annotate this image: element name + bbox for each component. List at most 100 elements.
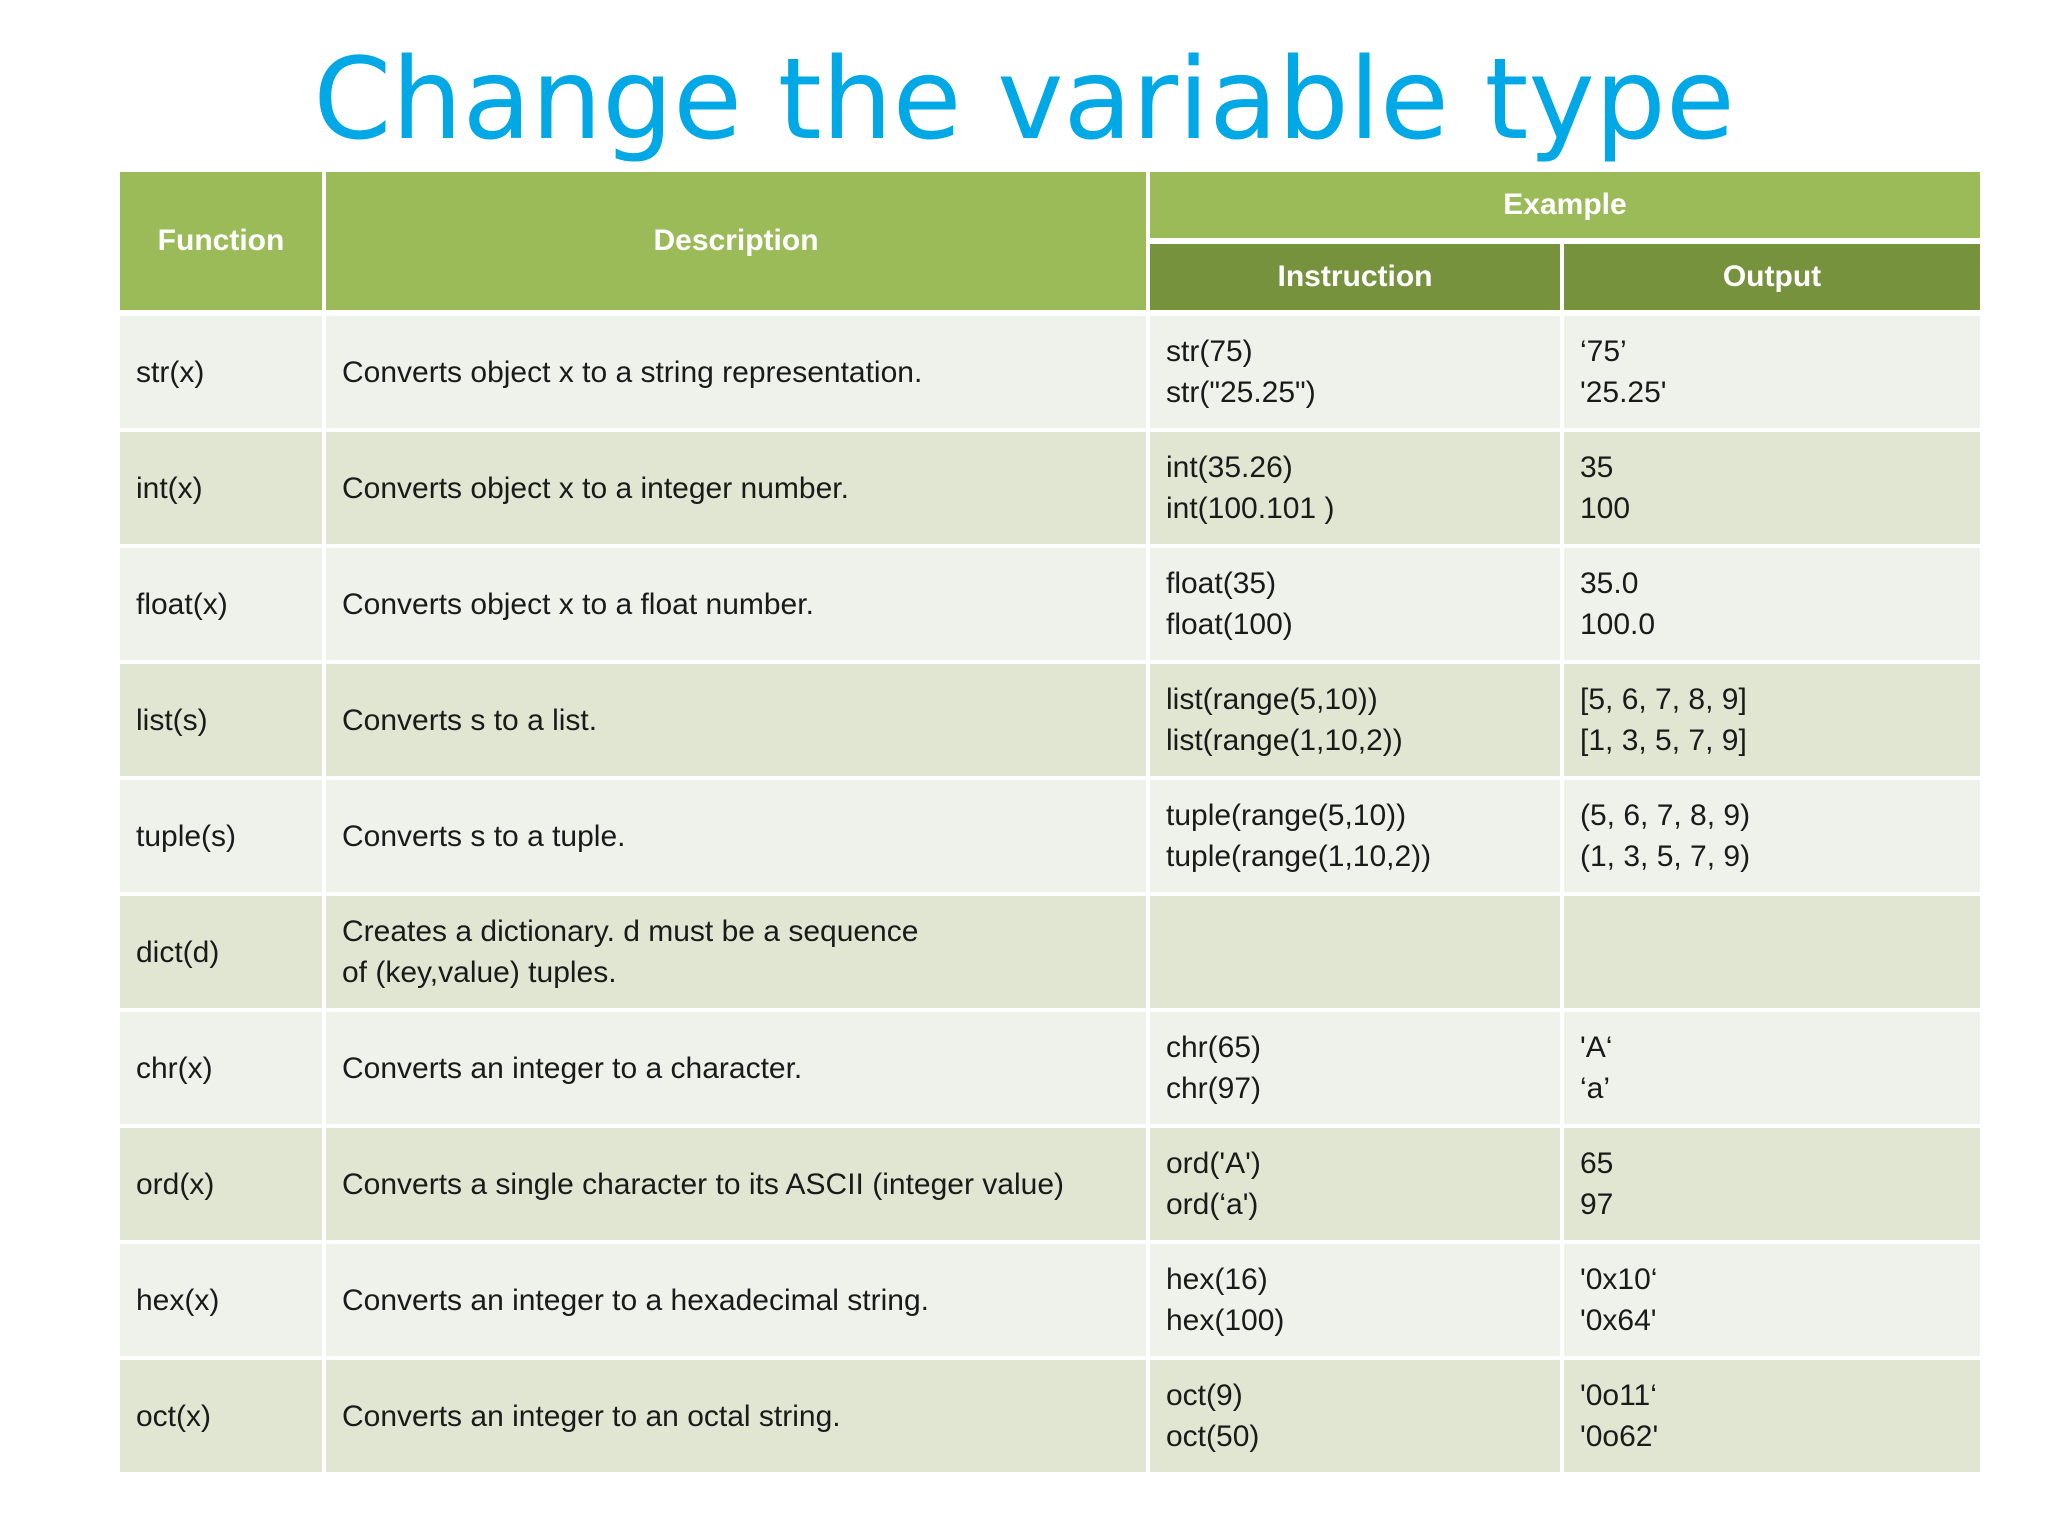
description-line: Converts s to a tuple. [342,819,626,853]
description-cell: Converts s to a tuple. [326,780,1150,896]
function-cell: dict(d) [120,896,326,1012]
table-row: chr(x) Converts an integer to a character… [120,1012,1980,1128]
function-cell: list(s) [120,664,326,780]
instruction-line: tuple(range(1,10,2)) [1166,840,1432,873]
description-line: Creates a dictionary. d must be a sequen… [342,915,919,948]
instruction-cell: chr(65) chr(97) [1150,1012,1564,1128]
function-cell: float(x) [120,548,326,664]
output-line: ‘75’ [1580,335,1627,368]
description-cell: Converts an integer to a character. [326,1012,1150,1128]
table-body: str(x) Converts object x to a string repr… [120,316,1980,1476]
description-cell: Converts an integer to a hexadecimal str… [326,1244,1150,1360]
output-line: [5, 6, 7, 8, 9] [1580,683,1747,716]
output-cell: 'A‘ ‘a’ [1564,1012,1980,1128]
instruction-cell: oct(9) oct(50) [1150,1360,1564,1476]
output-line: ‘a’ [1580,1072,1611,1105]
table-row: ord(x) Converts a single character to its… [120,1128,1980,1244]
function-cell: str(x) [120,316,326,432]
output-line: (1, 3, 5, 7, 9) [1580,840,1751,873]
description-line: Converts object x to a float number. [342,587,814,621]
table-row: list(s) Converts s to a list. list(range(5… [120,664,1980,780]
function-cell: oct(x) [120,1360,326,1476]
output-line: '25.25' [1580,376,1667,409]
instruction-line: ord('A') [1166,1147,1261,1180]
output-line: 100 [1580,492,1631,525]
description-cell: Converts s to a list. [326,664,1150,780]
type-conversion-table-container: Function Description Example Instruction… [120,172,1980,1476]
function-cell: int(x) [120,432,326,548]
output-cell: (5, 6, 7, 8, 9) (1, 3, 5, 7, 9) [1564,780,1980,896]
instruction-cell: hex(16) hex(100) [1150,1244,1564,1360]
instruction-cell: ord('A') ord(‘a') [1150,1128,1564,1244]
instruction-line: hex(16) [1166,1263,1268,1296]
description-line: Converts a single character to its ASCII… [342,1167,1064,1201]
table-row: int(x) Converts object x to a integer num… [120,432,1980,548]
output-line: 100.0 [1580,608,1656,641]
output-line: 65 [1580,1147,1614,1180]
instruction-cell: str(75) str("25.25") [1150,316,1564,432]
table-row: hex(x) Converts an integer to a hexadecim… [120,1244,1980,1360]
table-row: oct(x) Converts an integer to an octal st… [120,1360,1980,1476]
output-line: (5, 6, 7, 8, 9) [1580,799,1751,832]
description-cell: Converts object x to a string representa… [326,316,1150,432]
output-cell: '0x10‘ '0x64' [1564,1244,1980,1360]
instruction-cell: tuple(range(5,10)) tuple(range(1,10,2)) [1150,780,1564,896]
instruction-line: list(range(5,10)) [1166,683,1378,716]
output-line: 35 [1580,451,1614,484]
instruction-line: int(35.26) [1166,451,1293,484]
output-line: '0o62' [1580,1420,1659,1453]
output-line: '0x64' [1580,1304,1657,1337]
instruction-cell: list(range(5,10)) list(range(1,10,2)) [1150,664,1564,780]
instruction-line: str("25.25") [1166,376,1316,409]
header-description: Description [326,172,1150,316]
description-cell: Creates a dictionary. d must be a sequen… [326,896,1150,1012]
instruction-line: str(75) [1166,335,1253,368]
output-line: [1, 3, 5, 7, 9] [1580,724,1747,757]
type-conversion-table: Function Description Example Instruction… [120,172,1980,1476]
description-line: Converts object x to a integer number. [342,471,849,505]
table-row: dict(d) Creates a dictionary. d must be a… [120,896,1980,1012]
function-cell: chr(x) [120,1012,326,1128]
output-cell: 65 97 [1564,1128,1980,1244]
header-example: Example [1150,172,1980,244]
description-cell: Converts a single character to its ASCII… [326,1128,1150,1244]
instruction-line: oct(9) [1166,1379,1243,1412]
description-line: Converts s to a list. [342,703,598,737]
instruction-cell [1150,896,1564,1012]
function-cell: hex(x) [120,1244,326,1360]
header-function: Function [120,172,326,316]
instruction-line: chr(65) [1166,1031,1262,1064]
instruction-line: chr(97) [1166,1072,1262,1105]
instruction-line: hex(100) [1166,1304,1285,1337]
instruction-line: tuple(range(5,10)) [1166,799,1407,832]
description-cell: Converts object x to a float number. [326,548,1150,664]
description-line: Converts object x to a string representa… [342,355,923,389]
instruction-cell: int(35.26) int(100.101 ) [1150,432,1564,548]
output-line: 35.0 [1580,567,1639,600]
instruction-line: list(range(1,10,2)) [1166,724,1403,757]
table-row: str(x) Converts object x to a string repr… [120,316,1980,432]
description-cell: Converts an integer to an octal string. [326,1360,1150,1476]
description-line: Converts an integer to a hexadecimal str… [342,1283,929,1317]
output-cell: '0o11‘ '0o62' [1564,1360,1980,1476]
description-line: of (key,value) tuples. [342,956,617,989]
output-line: 'A‘ [1580,1031,1613,1064]
output-cell: ‘75’ '25.25' [1564,316,1980,432]
instruction-line: int(100.101 ) [1166,492,1335,525]
instruction-line: ord(‘a') [1166,1188,1259,1221]
table-row: float(x) Converts object x to a float num… [120,548,1980,664]
output-cell: 35.0 100.0 [1564,548,1980,664]
instruction-line: oct(50) [1166,1420,1260,1453]
output-cell: 35 100 [1564,432,1980,548]
description-line: Converts an integer to an octal string. [342,1399,841,1433]
output-cell: [5, 6, 7, 8, 9] [1, 3, 5, 7, 9] [1564,664,1980,780]
instruction-line: float(100) [1166,608,1293,641]
output-line: '0o11‘ [1580,1379,1657,1412]
output-line: '0x10‘ [1580,1263,1658,1296]
description-cell: Converts object x to a integer number. [326,432,1150,548]
description-line: Converts an integer to a character. [342,1051,803,1085]
header-instruction: Instruction [1150,244,1564,316]
slide-title: Change the variable type [313,35,1735,165]
instruction-cell: float(35) float(100) [1150,548,1564,664]
function-cell: tuple(s) [120,780,326,896]
